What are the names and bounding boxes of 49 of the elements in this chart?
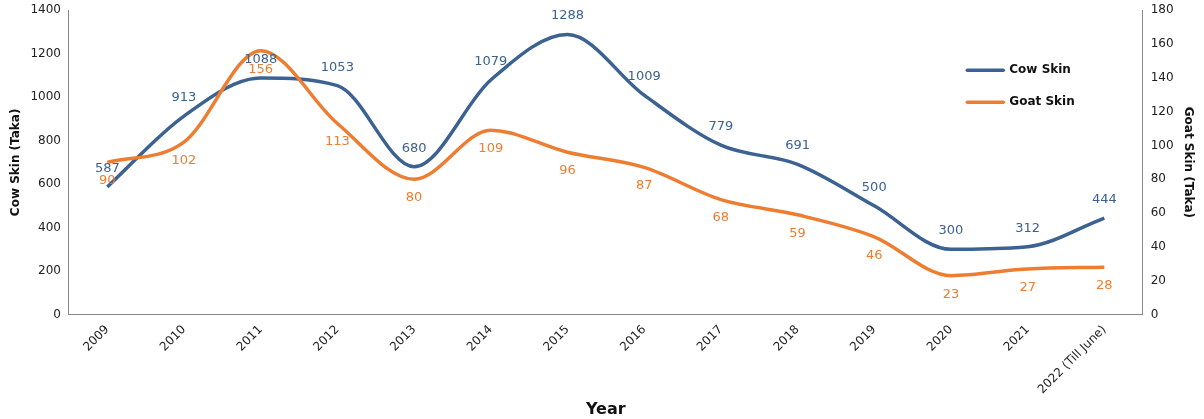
data-label: 96: [559, 162, 576, 178]
data-label: 312: [1015, 219, 1041, 235]
data-label: 102: [171, 151, 197, 167]
y2-tick-label: 180: [1150, 2, 1174, 17]
data-label: 59: [789, 224, 806, 240]
y-tick-label: 800: [38, 132, 61, 147]
data-label: 87: [635, 177, 653, 193]
y2-tick-label: 60: [1150, 205, 1166, 220]
data-label: 80: [405, 189, 423, 205]
y-tick-label: 1200: [30, 45, 61, 60]
data-label: 68: [712, 209, 730, 225]
y-tick-label: 0: [53, 306, 61, 321]
y2-tick-label: 140: [1150, 69, 1174, 84]
y2-tick-label: 100: [1150, 137, 1174, 152]
y-axis-title: Cow Skin (Taka): [8, 108, 23, 217]
y-tick-label: 200: [38, 263, 61, 278]
y2-tick-label: 160: [1150, 36, 1174, 51]
y2-tick-label: 40: [1150, 239, 1166, 254]
data-label: 1288: [550, 7, 585, 23]
y2-axis-title: Goat Skin (Taka): [1181, 106, 1196, 219]
y-tick-label: 600: [38, 176, 61, 191]
data-label: 28: [1096, 277, 1113, 293]
data-label: 444: [1091, 190, 1117, 206]
data-label: 500: [861, 178, 887, 194]
data-label: 1079: [474, 52, 508, 68]
data-label: 779: [708, 118, 734, 134]
y2-tick-label: 80: [1150, 171, 1166, 186]
data-label: 913: [171, 88, 197, 104]
y2-tick-label: 120: [1150, 103, 1174, 118]
y2-tick-label: 20: [1150, 272, 1166, 287]
data-label: 109: [478, 140, 504, 156]
data-label: 300: [938, 222, 964, 238]
y-tick-label: 400: [38, 219, 61, 234]
legend-label: Cow Skin: [1009, 62, 1071, 77]
data-label: 46: [865, 246, 883, 262]
data-label: 90: [99, 172, 116, 188]
data-label: 113: [324, 133, 350, 149]
data-label: 691: [785, 137, 810, 153]
data-label: 587: [94, 159, 120, 175]
y-tick-label: 1000: [30, 89, 61, 104]
x-axis-title: Year: [584, 398, 626, 418]
legend-label: Goat Skin: [1009, 94, 1075, 109]
y2-tick-label: 0: [1150, 306, 1159, 321]
y-tick-label: 1400: [30, 2, 61, 17]
data-label: 23: [942, 285, 960, 301]
data-label: 1009: [627, 68, 661, 84]
data-label: 680: [401, 139, 427, 155]
data-label: 27: [1019, 278, 1036, 294]
data-label: 1053: [320, 58, 354, 74]
